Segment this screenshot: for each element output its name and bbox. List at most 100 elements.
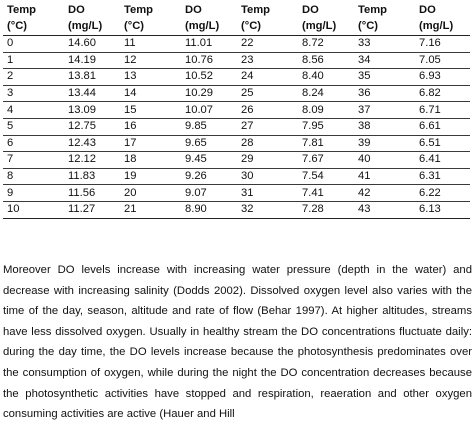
- header-do: DO: [419, 3, 436, 16]
- cell-temp: 2: [3, 68, 56, 86]
- cell-temp: 26: [237, 101, 290, 119]
- cell-do: 7.28: [290, 201, 354, 219]
- cell-do: 6.41: [407, 151, 470, 169]
- cell-do: 12.43: [56, 135, 120, 153]
- table-row: 5 12.75 16 9.85 27 7.95 38 6.61: [3, 118, 470, 136]
- cell-temp: 37: [354, 101, 407, 119]
- cell-do: 10.52: [173, 68, 237, 86]
- cell-do: 8.40: [290, 68, 354, 86]
- header-do: DO: [302, 3, 319, 16]
- table-row: 0 14.60 11 11.01 22 8.72 33 7.16: [3, 35, 470, 53]
- cell-do: 8.24: [290, 85, 354, 103]
- cell-temp: 27: [237, 118, 290, 136]
- cell-temp: 3: [3, 85, 56, 103]
- cell-temp: 8: [3, 168, 56, 186]
- cell-do: 6.71: [407, 101, 470, 119]
- cell-do: 6.93: [407, 68, 470, 86]
- cell-temp: 24: [237, 68, 290, 86]
- cell-do: 9.07: [173, 184, 237, 202]
- cell-do: 6.22: [407, 184, 470, 202]
- table-row: 4 13.09 15 10.07 26 8.09 37 6.71: [3, 101, 470, 119]
- cell-do: 6.13: [407, 201, 470, 219]
- cell-do: 11.83: [56, 168, 120, 186]
- cell-temp: 15: [120, 101, 173, 119]
- cell-temp: 12: [120, 52, 173, 70]
- cell-do: 7.54: [290, 168, 354, 186]
- cell-temp: 1: [3, 52, 56, 70]
- header-row-titles: Temp DO Temp DO Temp DO Temp DO: [3, 0, 470, 18]
- cell-do: 14.19: [56, 52, 120, 70]
- header-unit-do: (mg/L): [290, 18, 354, 36]
- header-unit-do: (mg/L): [56, 18, 120, 36]
- cell-temp: 28: [237, 135, 290, 153]
- cell-do: 13.09: [56, 101, 120, 119]
- cell-do: 11.56: [56, 184, 120, 202]
- cell-temp: 13: [120, 68, 173, 86]
- header-temp: Temp: [7, 3, 37, 16]
- cell-do: 14.60: [56, 35, 120, 53]
- cell-do: 6.61: [407, 118, 470, 136]
- header-unit-temp: (°C): [354, 18, 407, 36]
- cell-temp: 11: [120, 35, 173, 53]
- header-unit-do: (mg/L): [173, 18, 237, 36]
- cell-temp: 19: [120, 168, 173, 186]
- cell-do: 6.82: [407, 85, 470, 103]
- cell-temp: 6: [3, 135, 56, 153]
- cell-temp: 4: [3, 101, 56, 119]
- cell-do: 9.26: [173, 168, 237, 186]
- header-do: DO: [185, 3, 202, 16]
- cell-temp: 25: [237, 85, 290, 103]
- header-temp: Temp: [241, 3, 271, 16]
- body-paragraph: Moreover DO levels increase with increas…: [3, 264, 472, 421]
- header-unit-temp: (°C): [120, 18, 173, 36]
- cell-temp: 21: [120, 201, 173, 219]
- cell-temp: 5: [3, 118, 56, 136]
- table-row: 7 12.12 18 9.45 29 7.67 40 6.41: [3, 151, 470, 169]
- cell-temp: 20: [120, 184, 173, 202]
- cell-do: 8.90: [173, 201, 237, 219]
- cell-temp: 41: [354, 168, 407, 186]
- cell-do: 8.72: [290, 35, 354, 53]
- table-row: 2 13.81 13 10.52 24 8.40 35 6.93: [3, 68, 470, 86]
- table-header: Temp DO Temp DO Temp DO Temp DO (°C) (mg…: [3, 0, 470, 36]
- cell-do: 7.95: [290, 118, 354, 136]
- header-temp: Temp: [124, 3, 154, 16]
- table-row: 9 11.56 20 9.07 31 7.41 42 6.22: [3, 184, 470, 202]
- table-body: 0 14.60 11 11.01 22 8.72 33 7.16 1 14.19 12 10.76 23…: [3, 35, 470, 219]
- cell-do: 13.81: [56, 68, 120, 86]
- cell-do: 11.01: [173, 35, 237, 53]
- header-row-units: (°C) (mg/L) (°C) (mg/L) (°C) (mg/L) (°C)…: [3, 18, 470, 36]
- header-unit-do: (mg/L): [407, 18, 470, 36]
- header-unit-temp: (°C): [237, 18, 290, 36]
- cell-temp: 31: [237, 184, 290, 202]
- cell-do: 13.44: [56, 85, 120, 103]
- cell-temp: 36: [354, 85, 407, 103]
- cell-temp: 30: [237, 168, 290, 186]
- cell-do: 10.76: [173, 52, 237, 70]
- cell-temp: 34: [354, 52, 407, 70]
- cell-temp: 39: [354, 135, 407, 153]
- table-row: 3 13.44 14 10.29 25 8.24 36 6.82: [3, 85, 470, 103]
- cell-do: 8.09: [290, 101, 354, 119]
- cell-temp: 33: [354, 35, 407, 53]
- cell-temp: 0: [3, 35, 56, 53]
- header-unit-temp: (°C): [3, 18, 56, 36]
- cell-temp: 17: [120, 135, 173, 153]
- cell-do: 11.27: [56, 201, 120, 219]
- cell-do: 7.67: [290, 151, 354, 169]
- cell-temp: 9: [3, 184, 56, 202]
- cell-temp: 42: [354, 184, 407, 202]
- header-temp: Temp: [358, 3, 388, 16]
- cell-do: 6.31: [407, 168, 470, 186]
- header-do: DO: [68, 3, 85, 16]
- cell-do: 7.16: [407, 35, 470, 53]
- do-temperature-table: Temp DO Temp DO Temp DO Temp DO (°C) (mg…: [3, 0, 470, 219]
- cell-temp: 29: [237, 151, 290, 169]
- cell-do: 6.51: [407, 135, 470, 153]
- cell-temp: 23: [237, 52, 290, 70]
- cell-temp: 10: [3, 201, 56, 219]
- cell-temp: 22: [237, 35, 290, 53]
- cell-do: 7.81: [290, 135, 354, 153]
- cell-do: 10.07: [173, 101, 237, 119]
- cell-do: 10.29: [173, 85, 237, 103]
